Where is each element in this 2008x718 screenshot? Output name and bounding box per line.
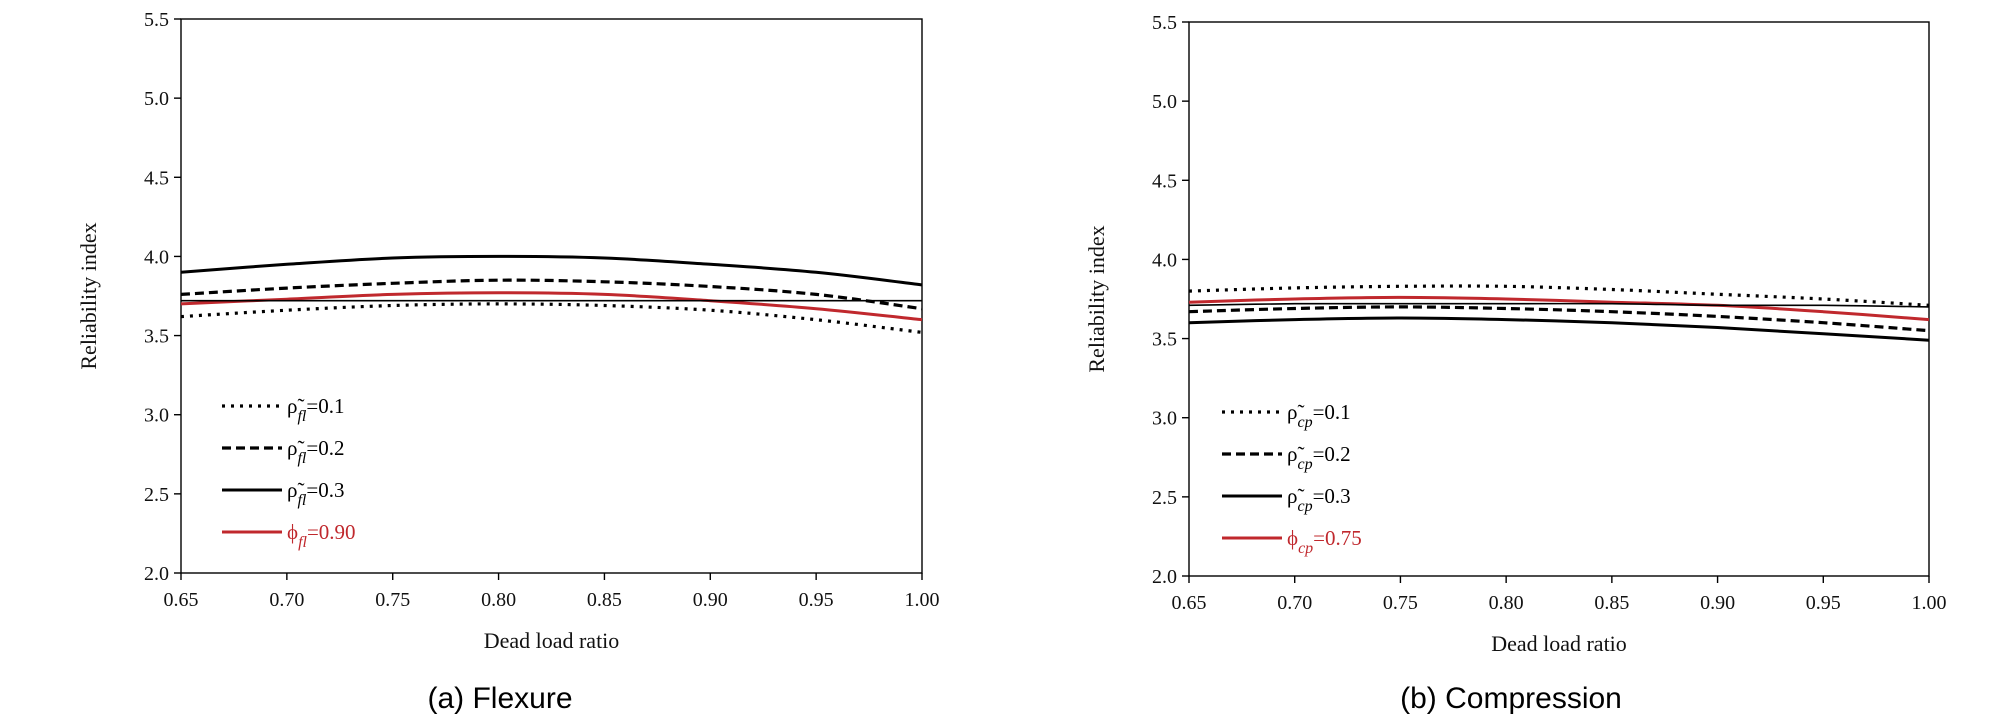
legend-subscript: fl [297,408,306,425]
y-tick-label: 3.0 [1152,408,1177,430]
legend-label: ϕcp=0.75 [1287,526,1362,557]
legend-label: ρ̃fl=0.2 [287,436,344,467]
y-tick-label: 5.0 [1152,91,1177,113]
y-tick-label: 5.5 [144,9,169,31]
y-tick-label: 2.0 [1152,566,1177,588]
legend-value: =0.2 [306,436,344,460]
legend-label: ϕfl=0.90 [287,520,356,551]
y-tick-label: 3.5 [1152,329,1177,351]
plot-frame [180,18,923,574]
series-line-3 [1188,316,1930,342]
y-tick-label: 5.5 [1152,12,1177,34]
y-tick-label: 2.0 [144,563,169,585]
legend-subscript: cp [1297,498,1312,515]
series-line-3 [180,254,923,287]
legend-value: =0.3 [1313,484,1351,508]
y-tick-label: 3.0 [144,405,169,427]
legend-value: =0.3 [306,478,344,502]
legend-label: ρ̃cp=0.3 [1287,484,1351,515]
legend-subscript: cp [1297,414,1312,431]
legend-subscript: cp [1298,540,1313,557]
x-tick-label: 0.70 [269,589,304,611]
x-tick-label: 0.65 [1172,592,1207,614]
y-tick-label: 4.5 [144,167,169,189]
series-line-2 [1188,305,1930,333]
x-tick-label: 0.90 [693,589,728,611]
x-tick-label: 1.00 [1912,592,1947,614]
series-line-1 [1188,284,1930,307]
x-tick-label: 0.80 [1489,592,1524,614]
legend-value: =0.1 [1313,400,1351,424]
legend-value: =0.75 [1313,526,1362,550]
x-tick-label: 0.95 [799,589,834,611]
y-tick-label: 5.0 [144,88,169,110]
x-axis-label: Dead load ratio [1491,631,1627,656]
legend-label: ρ̃cp=0.2 [1287,442,1351,473]
x-axis-label: Dead load ratio [484,628,620,653]
y-tick-label: 2.5 [144,484,169,506]
legend-subscript: fl [297,492,306,509]
legend-subscript: cp [1297,456,1312,473]
x-tick-label: 0.70 [1277,592,1312,614]
compression-caption: (b) Compression [1400,682,1622,715]
legend-value: =0.2 [1313,442,1351,466]
series-line-1 [180,302,923,334]
series-line-4 [180,291,923,322]
series-line-2 [180,278,923,311]
y-tick-label: 2.5 [1152,487,1177,509]
legend-value: =0.1 [306,394,344,418]
x-tick-label: 0.95 [1806,592,1841,614]
x-tick-label: 1.00 [905,589,940,611]
x-tick-label: 0.85 [587,589,622,611]
x-tick-label: 0.65 [164,589,199,611]
x-tick-label: 0.75 [1383,592,1418,614]
series-line-5 [1188,302,1930,308]
x-tick-label: 0.85 [1594,592,1629,614]
flexure-chart-panel: 0.65 0.70 0.75 0.80 0.85 0.90 0.95 1.00 2.0 2.5 3.… [76,9,940,653]
y-axis-label: Reliability index [76,222,101,369]
x-tick-label: 0.75 [375,589,410,611]
legend-symbol: ϕ [287,520,298,544]
y-axis-label: Reliability index [1084,225,1109,372]
x-tick-label: 0.90 [1700,592,1735,614]
compression-chart-panel: 0.65 0.70 0.75 0.80 0.85 0.90 0.95 1.00 2.0 2.5 3.… [1084,12,1947,656]
x-tick-label: 0.80 [481,589,516,611]
legend-value: =0.90 [307,520,356,544]
y-tick-label: 4.0 [1152,249,1177,271]
legend-symbol: ϕ [1287,526,1298,550]
legend-label: ρ̃fl=0.3 [287,478,344,509]
y-tick-label: 4.0 [144,246,169,268]
legend-subscript: fl [298,534,307,551]
flexure-caption: (a) Flexure [427,682,572,715]
series-line-4 [1188,295,1930,322]
legend-label: ρ̃fl=0.1 [287,394,344,425]
legend-subscript: fl [297,450,306,467]
legend-label: ρ̃cp=0.1 [1287,400,1351,431]
plot-frame [1188,21,1930,577]
y-tick-label: 3.5 [144,326,169,348]
y-tick-label: 4.5 [1152,170,1177,192]
